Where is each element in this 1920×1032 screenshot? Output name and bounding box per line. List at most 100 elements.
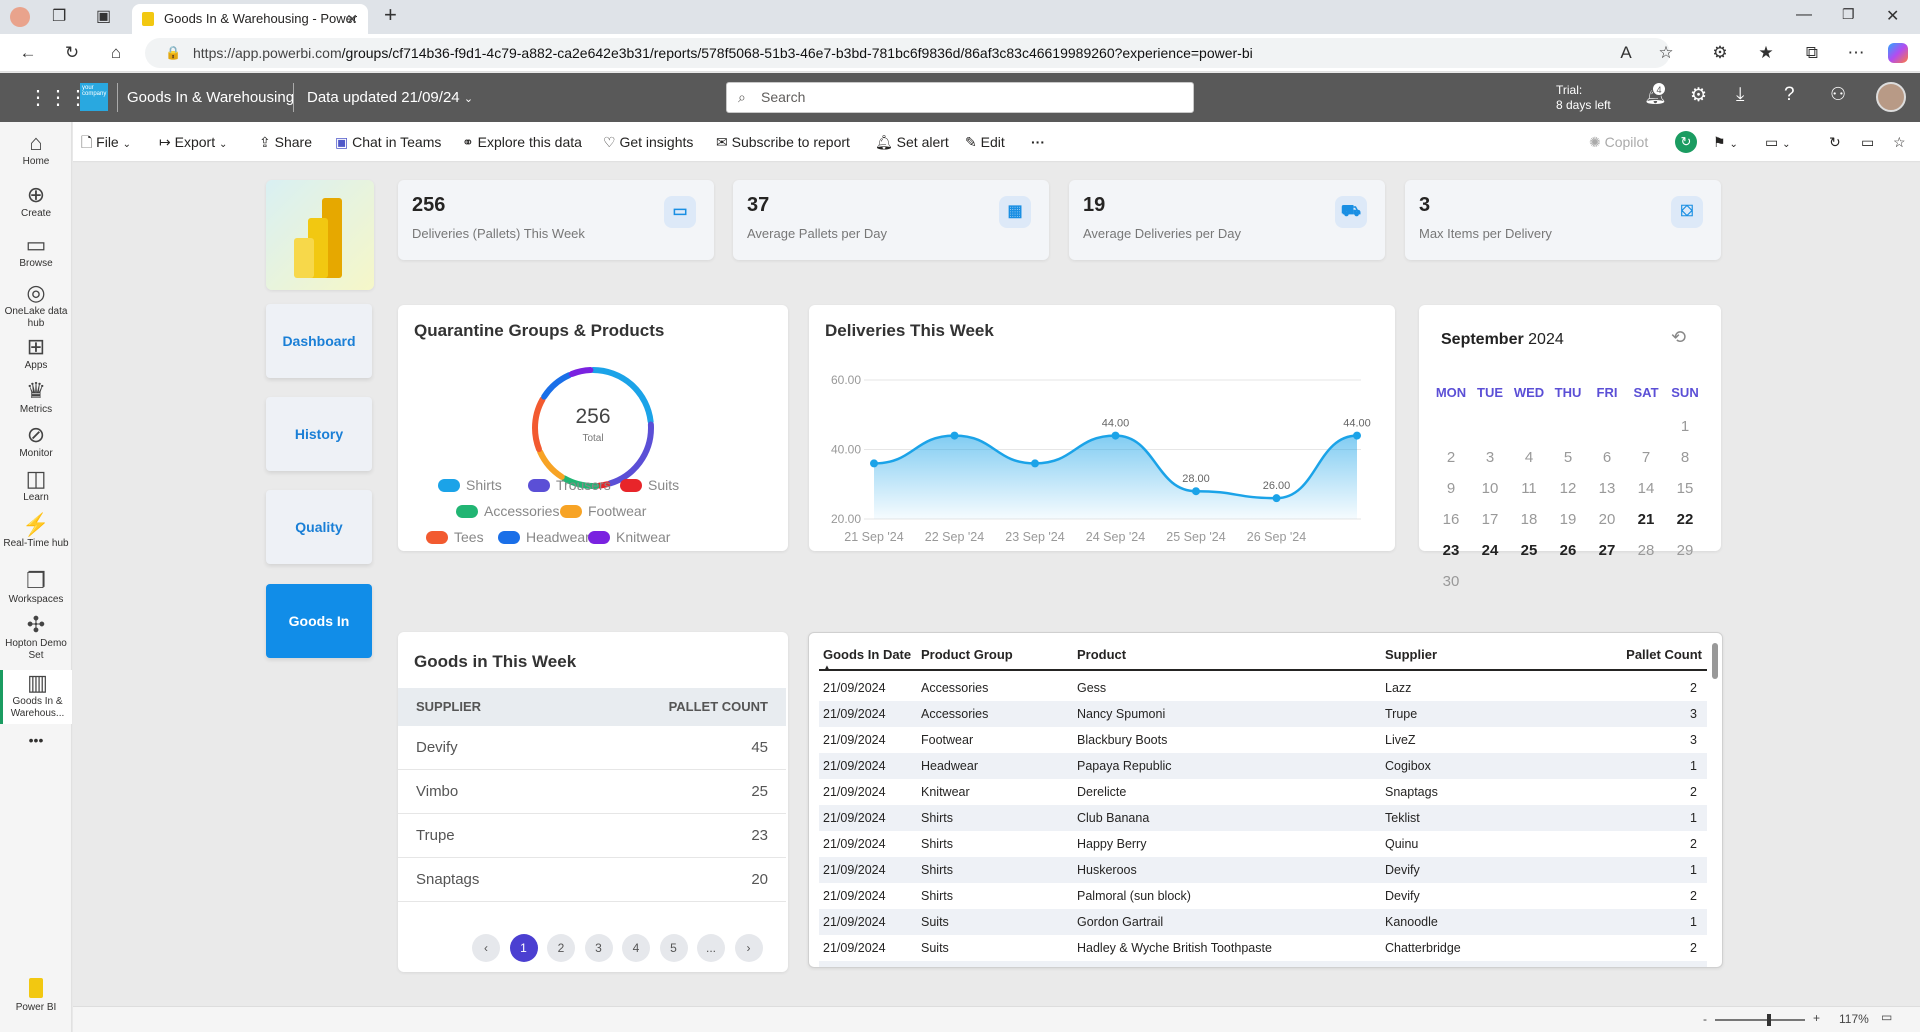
calendar-day[interactable]: 13: [1598, 480, 1616, 497]
table-row[interactable]: 21/09/2024 Shirts Club Banana Teklist 1: [819, 805, 1707, 831]
favorite-star-icon[interactable]: ☆: [1658, 43, 1674, 62]
calendar-day[interactable]: 22: [1676, 511, 1694, 528]
page-button[interactable]: 1: [509, 934, 538, 962]
calendar-day[interactable]: 3: [1485, 449, 1495, 466]
calendar-day[interactable]: 29: [1676, 542, 1694, 559]
column-header[interactable]: Goods In Date: [823, 647, 912, 662]
table-row[interactable]: 21/09/2024 Footwear Blackbury Boots LiveZ 3: [819, 727, 1707, 753]
calendar-day[interactable]: 26: [1559, 542, 1577, 559]
calendar-day[interactable]: 7: [1641, 449, 1651, 466]
legend-item[interactable]: Suits: [620, 477, 679, 493]
data-point[interactable]: [870, 459, 878, 468]
refresh-visuals-icon[interactable]: ↻: [1675, 131, 1697, 153]
comment-icon[interactable]: ▭: [1861, 134, 1875, 150]
refresh-icon[interactable]: ↻: [64, 43, 80, 62]
prev-page-button[interactable]: ‹: [472, 934, 500, 962]
set-alert-button[interactable]: 🔔︎ Set alert: [875, 122, 949, 162]
deliveries-area-chart[interactable]: 60.00 40.00 20.00 44.00 28.00 26.00 44.00 21 Se…: [809, 305, 1395, 551]
calendar-day[interactable]: 12: [1559, 480, 1577, 497]
page-nav-dashboard[interactable]: Dashboard: [266, 304, 372, 378]
tab-close-icon[interactable]: ✕: [346, 11, 358, 27]
nav-folder[interactable]: ▭ Browse: [0, 232, 72, 270]
table-row[interactable]: 21/09/2024 Accessories Nancy Spumoni Trupe 3: [819, 701, 1707, 727]
share-button[interactable]: ⇪ Share: [259, 122, 312, 162]
get-insights-button[interactable]: ♡ Get insights: [603, 122, 693, 162]
table-row[interactable]: 21/09/2024 Suits Hadley & Wyche British To…: [819, 935, 1707, 961]
calendar-day[interactable]: 10: [1481, 480, 1499, 497]
chat-in-teams-button[interactable]: ▣ Chat in Teams: [335, 122, 441, 162]
page-button[interactable]: 5: [659, 934, 688, 962]
more-icon[interactable]: •••: [28, 732, 44, 748]
fit-page-icon[interactable]: ▭: [1881, 1010, 1893, 1024]
minimize-icon[interactable]: —: [1796, 6, 1812, 23]
page-button[interactable]: 2: [547, 934, 575, 962]
calendar-day[interactable]: 17: [1481, 511, 1499, 528]
nav-book[interactable]: ◫ Learn: [0, 466, 72, 504]
donut-segment[interactable]: [532, 367, 654, 489]
page-button[interactable]: 4: [622, 934, 650, 962]
data-point[interactable]: [950, 431, 959, 440]
copilot-button[interactable]: ✺ Copilot: [1589, 122, 1648, 162]
profile-avatar[interactable]: [10, 7, 30, 27]
zoom-level[interactable]: 117%: [1839, 1012, 1869, 1026]
calendar-day[interactable]: 16: [1442, 511, 1460, 528]
zoom-slider[interactable]: [1715, 1014, 1805, 1026]
column-header[interactable]: Product: [1077, 647, 1127, 662]
calendar-day[interactable]: 25: [1520, 542, 1538, 559]
data-updated-button[interactable]: Data updated 21/09/24 ⌄: [307, 73, 473, 124]
zoom-in-button[interactable]: +: [1813, 1011, 1821, 1025]
next-page-button[interactable]: ›: [734, 934, 763, 962]
settings-gear-icon[interactable]: ⚙: [1690, 85, 1708, 106]
nav-hopton[interactable]: ✣ Hopton Demo Set: [0, 612, 72, 662]
history-icon[interactable]: ⟲: [1671, 327, 1687, 347]
trial-status[interactable]: Trial: 8 days left: [1556, 83, 1611, 113]
nav-monitor[interactable]: ⊘ Monitor: [0, 422, 72, 460]
calendar-day[interactable]: 9: [1446, 480, 1456, 497]
legend-item[interactable]: Trousers: [528, 477, 611, 493]
pallet-count-header[interactable]: PALLET COUNT: [668, 699, 768, 714]
page-button[interactable]: 3: [584, 934, 613, 962]
nav-trophy[interactable]: ♛ Metrics: [0, 378, 72, 416]
app-launcher-icon[interactable]: ⋮⋮⋮: [28, 87, 88, 109]
calendar-day[interactable]: 24: [1481, 542, 1499, 559]
favorite-icon[interactable]: ☆: [1893, 134, 1906, 150]
column-header[interactable]: Pallet Count: [1626, 647, 1702, 662]
view-icon[interactable]: ▭ ⌄: [1765, 134, 1791, 150]
legend-item[interactable]: Accessories: [456, 503, 559, 519]
edit-button[interactable]: ✎ Edit: [965, 122, 1005, 162]
table-row[interactable]: 21/09/2024 Shirts Happy Berry Quinu 2: [819, 831, 1707, 857]
legend-item[interactable]: Shirts: [438, 477, 502, 493]
page-nav-goods-in[interactable]: Goods In: [266, 584, 372, 658]
new-tab-button[interactable]: +: [384, 2, 397, 27]
donut-segment[interactable]: [532, 367, 654, 489]
data-point[interactable]: [1192, 487, 1200, 496]
column-header[interactable]: Product Group: [921, 647, 1013, 662]
calendar-day[interactable]: 15: [1676, 480, 1694, 497]
data-point[interactable]: [1111, 431, 1120, 440]
url-field[interactable]: 🔒 https://app.powerbi.com/groups/cf714b3…: [145, 38, 1670, 68]
table-row[interactable]: 21/09/2024 Knitwear Derelicte Snaptags 2: [819, 779, 1707, 805]
calendar-day[interactable]: 20: [1598, 511, 1616, 528]
table-row[interactable]: Devify 45: [398, 726, 786, 770]
extensions-icon[interactable]: ⚙: [1712, 43, 1728, 62]
page-nav-history[interactable]: History: [266, 397, 372, 471]
search-input[interactable]: ⌕ Search: [726, 82, 1194, 113]
back-icon[interactable]: ←: [19, 43, 37, 62]
table-row[interactable]: Vimbo 25: [398, 770, 786, 814]
export-menu[interactable]: ↦ Export ⌄: [159, 122, 227, 165]
share-people-icon[interactable]: ⚇: [1830, 84, 1847, 104]
explore-data-button[interactable]: ⚭ Explore this data: [462, 122, 582, 162]
help-icon[interactable]: ?: [1784, 84, 1795, 105]
calendar-day[interactable]: 30: [1442, 573, 1460, 590]
nav-home[interactable]: ⌂ Home: [0, 130, 72, 168]
table-row[interactable]: 21/09/2024 Shirts Huskeroos Devify 1: [819, 857, 1707, 883]
calendar-day[interactable]: 6: [1602, 449, 1612, 466]
data-point[interactable]: [1031, 459, 1039, 468]
column-header[interactable]: Supplier: [1385, 647, 1438, 662]
more-browser-icon[interactable]: ⋯: [1847, 43, 1865, 62]
nav-workspaces[interactable]: ❐ Workspaces: [0, 568, 72, 606]
page-button[interactable]: ...: [697, 934, 725, 962]
bookmark-icon[interactable]: ⚑ ⌄: [1713, 134, 1738, 150]
download-icon[interactable]: ⤓: [1736, 84, 1745, 105]
nav-apps[interactable]: ⊞ Apps: [0, 334, 72, 372]
